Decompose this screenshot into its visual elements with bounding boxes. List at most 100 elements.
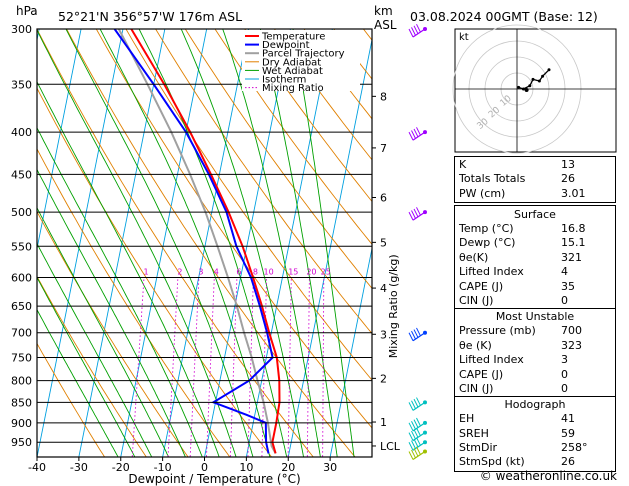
surface-label: CIN (J) — [459, 293, 494, 307]
pressure-tick-label: 550 — [11, 240, 32, 253]
most-unstable-value: 0 — [561, 381, 568, 395]
wind-barb-shaft — [412, 332, 426, 342]
legend-label: Dewpoint — [262, 40, 310, 51]
surface-label: Lifted Index — [459, 265, 524, 279]
altitude-tick-label: 7 — [380, 142, 387, 155]
datetime-label: 03.08.2024 00GMT (Base: 12) — [410, 9, 598, 24]
legend-label: Parcel Trajectory — [262, 49, 345, 60]
wet-adiabat-line — [37, 276, 136, 457]
temperature-tick-label: -20 — [112, 461, 130, 474]
most-unstable-label: Lifted Index — [459, 353, 524, 367]
wind-barb-feather — [413, 128, 419, 138]
most-unstable-row: Lifted Index 3 — [459, 353, 611, 367]
wind-barb-shaft — [412, 211, 426, 221]
wind-barb-feather — [408, 422, 414, 432]
wind-barb-feather — [408, 131, 414, 141]
surface-label: Dewp (°C) — [459, 236, 516, 250]
wind-barb-feather — [408, 332, 414, 341]
hodograph-frame — [454, 28, 617, 153]
wind-barb-feather — [408, 402, 414, 411]
hodograph-title: Hodograph — [504, 398, 566, 412]
pressure-tick-label: 300 — [11, 23, 32, 36]
most-unstable-value: 0 — [561, 367, 568, 381]
location-label: 52°21'N 356°57'W 176m ASL — [58, 9, 243, 24]
mixing-ratio-label: 2 — [177, 267, 182, 276]
hodograph-unit-label: kt — [459, 32, 469, 43]
wind-barb-feather — [416, 417, 421, 427]
hodograph-label: SREH — [459, 426, 489, 440]
dewpoint-line — [113, 29, 274, 454]
legend-label: Mixing Ratio — [262, 83, 324, 94]
wind-barb-dot — [423, 440, 427, 445]
altitude-tick-label: 4 — [380, 282, 387, 295]
mixing-ratio-line — [322, 277, 325, 457]
x-axis-title: Dewpoint / Temperature (°C) — [128, 472, 300, 486]
index-row: PW (cm) 3.01 — [459, 187, 611, 201]
isotherm-line — [120, 29, 208, 457]
hodograph-row: EH 41 — [459, 412, 611, 426]
index-value: 13 — [561, 158, 575, 171]
wind-barb-dot — [423, 430, 427, 435]
index-value: 26 — [561, 172, 575, 186]
temperature-tick-label: 0 — [201, 461, 208, 474]
mixing-ratio-label: 4 — [214, 267, 219, 276]
wind-barb-dot — [423, 27, 427, 31]
index-row: K 13 — [459, 158, 611, 172]
hodograph-value: 258° — [561, 441, 588, 455]
mixing-ratio-label: 25 — [321, 267, 331, 276]
pressure-tick-label: 800 — [11, 375, 32, 388]
wind-barb-feather — [413, 419, 419, 428]
most-unstable-section: Most Unstable Pressure (mb) 700 θe (K) 323 L… — [455, 308, 615, 396]
index-label: PW (cm) — [459, 186, 506, 200]
wet-adiabat-line — [37, 308, 119, 457]
index-row: Totals Totals 26 — [459, 172, 611, 186]
altitude-tick-label: 6 — [380, 191, 387, 204]
surface-value: 4 — [561, 265, 568, 279]
wind-barb-shaft — [412, 432, 426, 442]
mixing-ratio-line — [229, 277, 238, 457]
wind-barb-feather — [413, 398, 419, 408]
hodograph-point — [547, 68, 551, 72]
wind-barb-dot — [423, 330, 427, 335]
hodograph-label: StmSpd (kt) — [459, 455, 525, 469]
surface-row: Lifted Index 4 — [459, 265, 611, 279]
index-label: K — [459, 158, 467, 171]
dry-adiabat-line — [244, 29, 372, 203]
surface-value: 35 — [561, 279, 575, 293]
most-unstable-row: CIN (J) 0 — [459, 382, 611, 396]
wind-barb-feather — [413, 438, 419, 448]
hodograph-row: SREH 59 — [459, 427, 611, 441]
surface-row: CAPE (J) 35 — [459, 280, 611, 294]
mixing-ratio-line — [167, 277, 179, 457]
wind-barb-dot — [423, 210, 427, 215]
hodograph-point — [528, 84, 532, 88]
wind-barb-feather — [413, 448, 419, 457]
wind-barb-feather — [411, 27, 416, 36]
isotherm-line — [0, 0, 11, 478]
wind-barb-feather — [411, 330, 416, 340]
wind-barb-feather — [408, 441, 414, 451]
surface-value: 321 — [561, 250, 582, 264]
pressure-tick-label: 950 — [11, 436, 32, 449]
hodograph-section: Hodograph EH 41 SREH 59 StmDir 258° StmSpd (kt… — [455, 396, 615, 470]
index-value: 3.01 — [561, 186, 586, 200]
legend-label: Isotherm — [262, 75, 306, 86]
wind-barb-feather — [411, 449, 416, 459]
surface-row: Dewp (°C) 15.1 — [459, 236, 611, 250]
most-unstable-value: 700 — [561, 324, 582, 338]
most-unstable-value: 323 — [561, 338, 582, 352]
wind-barb-shaft — [412, 401, 426, 411]
altitude-tick-label: 1 — [380, 416, 387, 429]
wind-barb-feather — [411, 400, 416, 409]
wind-barb-feather — [416, 437, 421, 446]
copyright-footer[interactable]: © weatheronline.co.uk — [479, 469, 617, 483]
wind-barb-shaft — [412, 422, 426, 432]
wind-barb-feather — [413, 208, 419, 218]
hodograph-point — [537, 79, 541, 83]
mixing-ratio-axis-title: Mixing Ratio (g/kg) — [387, 254, 400, 358]
pressure-tick-label: 400 — [11, 126, 32, 139]
most-unstable-label: Pressure (mb) — [459, 324, 536, 338]
surface-row: CIN (J) 0 — [459, 294, 611, 308]
